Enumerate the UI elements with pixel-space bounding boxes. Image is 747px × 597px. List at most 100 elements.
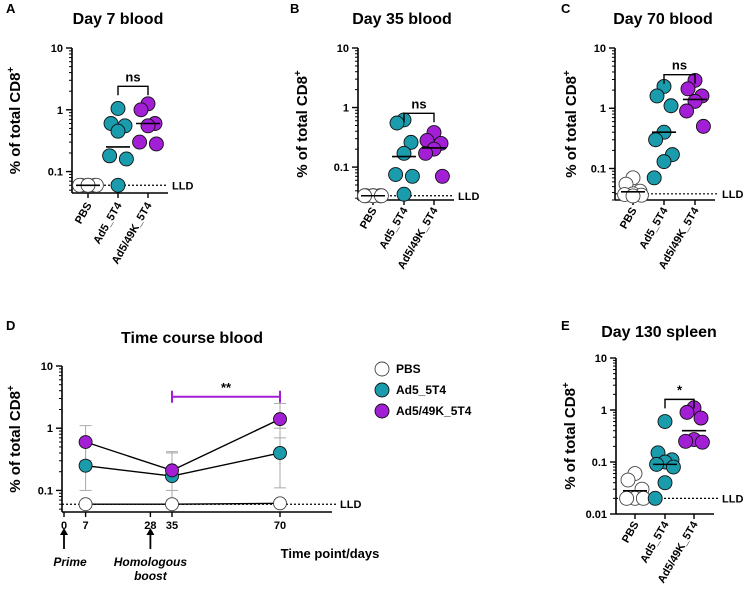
panel-letter: D bbox=[6, 318, 15, 333]
y-axis-label: % of total CD8+ bbox=[562, 70, 580, 178]
chart-title: Day 70 blood bbox=[613, 11, 713, 28]
y-axis-label: % of total CD8+ bbox=[6, 385, 24, 493]
y-tick-label: 1 bbox=[47, 423, 53, 435]
x-category-label: PBS bbox=[620, 520, 642, 546]
chart-title: Time course blood bbox=[121, 330, 263, 347]
panel-letter: C bbox=[561, 1, 571, 16]
x-category-label: PBS bbox=[358, 206, 380, 232]
y-tick-label: 0.1 bbox=[48, 167, 63, 179]
significance-bracket bbox=[403, 112, 435, 123]
data-point bbox=[665, 459, 681, 475]
data-point bbox=[165, 463, 179, 478]
annotation-label: Prime bbox=[53, 555, 87, 569]
y-tick-label: 1 bbox=[600, 103, 606, 115]
y-axis-label-superscript: + bbox=[293, 70, 304, 76]
data-point bbox=[694, 434, 710, 450]
lld-label: LLD bbox=[722, 493, 743, 505]
y-axis-label: % of total CD8+ bbox=[6, 67, 24, 175]
y-axis-label-superscript: + bbox=[6, 67, 17, 73]
data-point bbox=[656, 154, 672, 170]
data-point bbox=[389, 115, 405, 131]
data-point bbox=[396, 186, 412, 202]
data-point bbox=[418, 145, 434, 161]
significance-bracket bbox=[117, 85, 149, 96]
data-point bbox=[404, 168, 420, 184]
panel-letter: E bbox=[561, 318, 570, 333]
lld-label: LLD bbox=[458, 191, 479, 203]
significance-label: * bbox=[677, 382, 683, 397]
data-point bbox=[118, 151, 134, 167]
data-point bbox=[110, 101, 126, 116]
legend-marker bbox=[374, 403, 390, 419]
y-tick-label: 10 bbox=[337, 43, 349, 55]
y-axis-label-text: % of total CD8 bbox=[7, 73, 24, 175]
data-point bbox=[679, 103, 695, 119]
data-point bbox=[657, 414, 673, 429]
y-tick-label: 10 bbox=[594, 43, 606, 55]
x-tick-label: 7 bbox=[83, 520, 89, 532]
data-point bbox=[110, 177, 126, 193]
data-point bbox=[679, 404, 695, 420]
significance-bracket bbox=[171, 390, 281, 403]
y-axis-label-superscript: + bbox=[562, 70, 573, 76]
data-point bbox=[133, 102, 149, 118]
x-tick-label: 35 bbox=[166, 520, 178, 532]
data-point bbox=[273, 496, 287, 511]
x-category-label: PBS bbox=[73, 201, 95, 227]
significance-label: ** bbox=[221, 380, 232, 395]
y-tick-label: 0.1 bbox=[334, 162, 349, 174]
data-point bbox=[434, 168, 450, 184]
data-point bbox=[687, 93, 703, 109]
data-point bbox=[165, 497, 179, 512]
data-point bbox=[273, 412, 287, 427]
annotation-arrow-head bbox=[146, 528, 155, 535]
data-point bbox=[657, 475, 673, 491]
x-category-label: Ad5_5T4 bbox=[637, 205, 671, 251]
series-line bbox=[85, 418, 281, 472]
x-category-label: PBS bbox=[618, 206, 640, 232]
x-tick-label: 0 bbox=[61, 520, 67, 532]
x-axis-label: Time point/days bbox=[281, 546, 380, 561]
data-point bbox=[648, 132, 664, 148]
legend-label: Ad5_5T4 bbox=[396, 383, 446, 397]
significance-label: ns bbox=[411, 96, 426, 111]
y-tick-label: 0.01 bbox=[586, 509, 607, 521]
lld-label: LLD bbox=[722, 189, 743, 201]
y-axis-label-superscript: + bbox=[561, 382, 572, 388]
y-tick-label: 1 bbox=[343, 103, 349, 115]
legend-marker bbox=[374, 382, 390, 398]
data-point bbox=[678, 433, 694, 449]
data-point bbox=[110, 123, 126, 139]
significance-bracket bbox=[663, 74, 696, 84]
y-tick-label: 0.1 bbox=[591, 163, 606, 175]
lld-label: LLD bbox=[340, 499, 361, 511]
y-tick-label: 10 bbox=[51, 43, 63, 55]
data-point bbox=[680, 81, 696, 97]
data-point bbox=[403, 134, 419, 150]
y-tick-label: 10 bbox=[41, 361, 53, 373]
y-axis-label-text: % of total CD8 bbox=[563, 76, 580, 178]
y-axis-label: % of total CD8+ bbox=[293, 70, 311, 178]
lld-label: LLD bbox=[172, 180, 193, 192]
data-point bbox=[663, 98, 679, 114]
legend-label: PBS bbox=[396, 362, 421, 376]
significance-bracket bbox=[664, 398, 695, 409]
annotation-label: Homologous bbox=[114, 555, 188, 569]
legend-label: Ad5/49K_5T4 bbox=[396, 404, 472, 418]
annotation-label-line2: boost bbox=[134, 569, 168, 583]
y-axis-label-text: % of total CD8 bbox=[294, 76, 311, 178]
data-point bbox=[693, 410, 709, 426]
data-point bbox=[78, 458, 93, 473]
data-point bbox=[647, 490, 663, 506]
data-point bbox=[148, 136, 164, 152]
y-axis-label-superscript: + bbox=[6, 385, 17, 391]
annotation-arrow-head bbox=[60, 528, 68, 535]
data-point bbox=[102, 148, 118, 164]
data-point bbox=[140, 118, 156, 134]
y-axis-label-text: % of total CD8 bbox=[562, 388, 579, 490]
y-tick-label: 0.1 bbox=[592, 457, 607, 469]
chart-title: Day 7 blood bbox=[73, 11, 164, 28]
series-line bbox=[85, 502, 281, 505]
y-tick-label: 10 bbox=[595, 353, 607, 365]
